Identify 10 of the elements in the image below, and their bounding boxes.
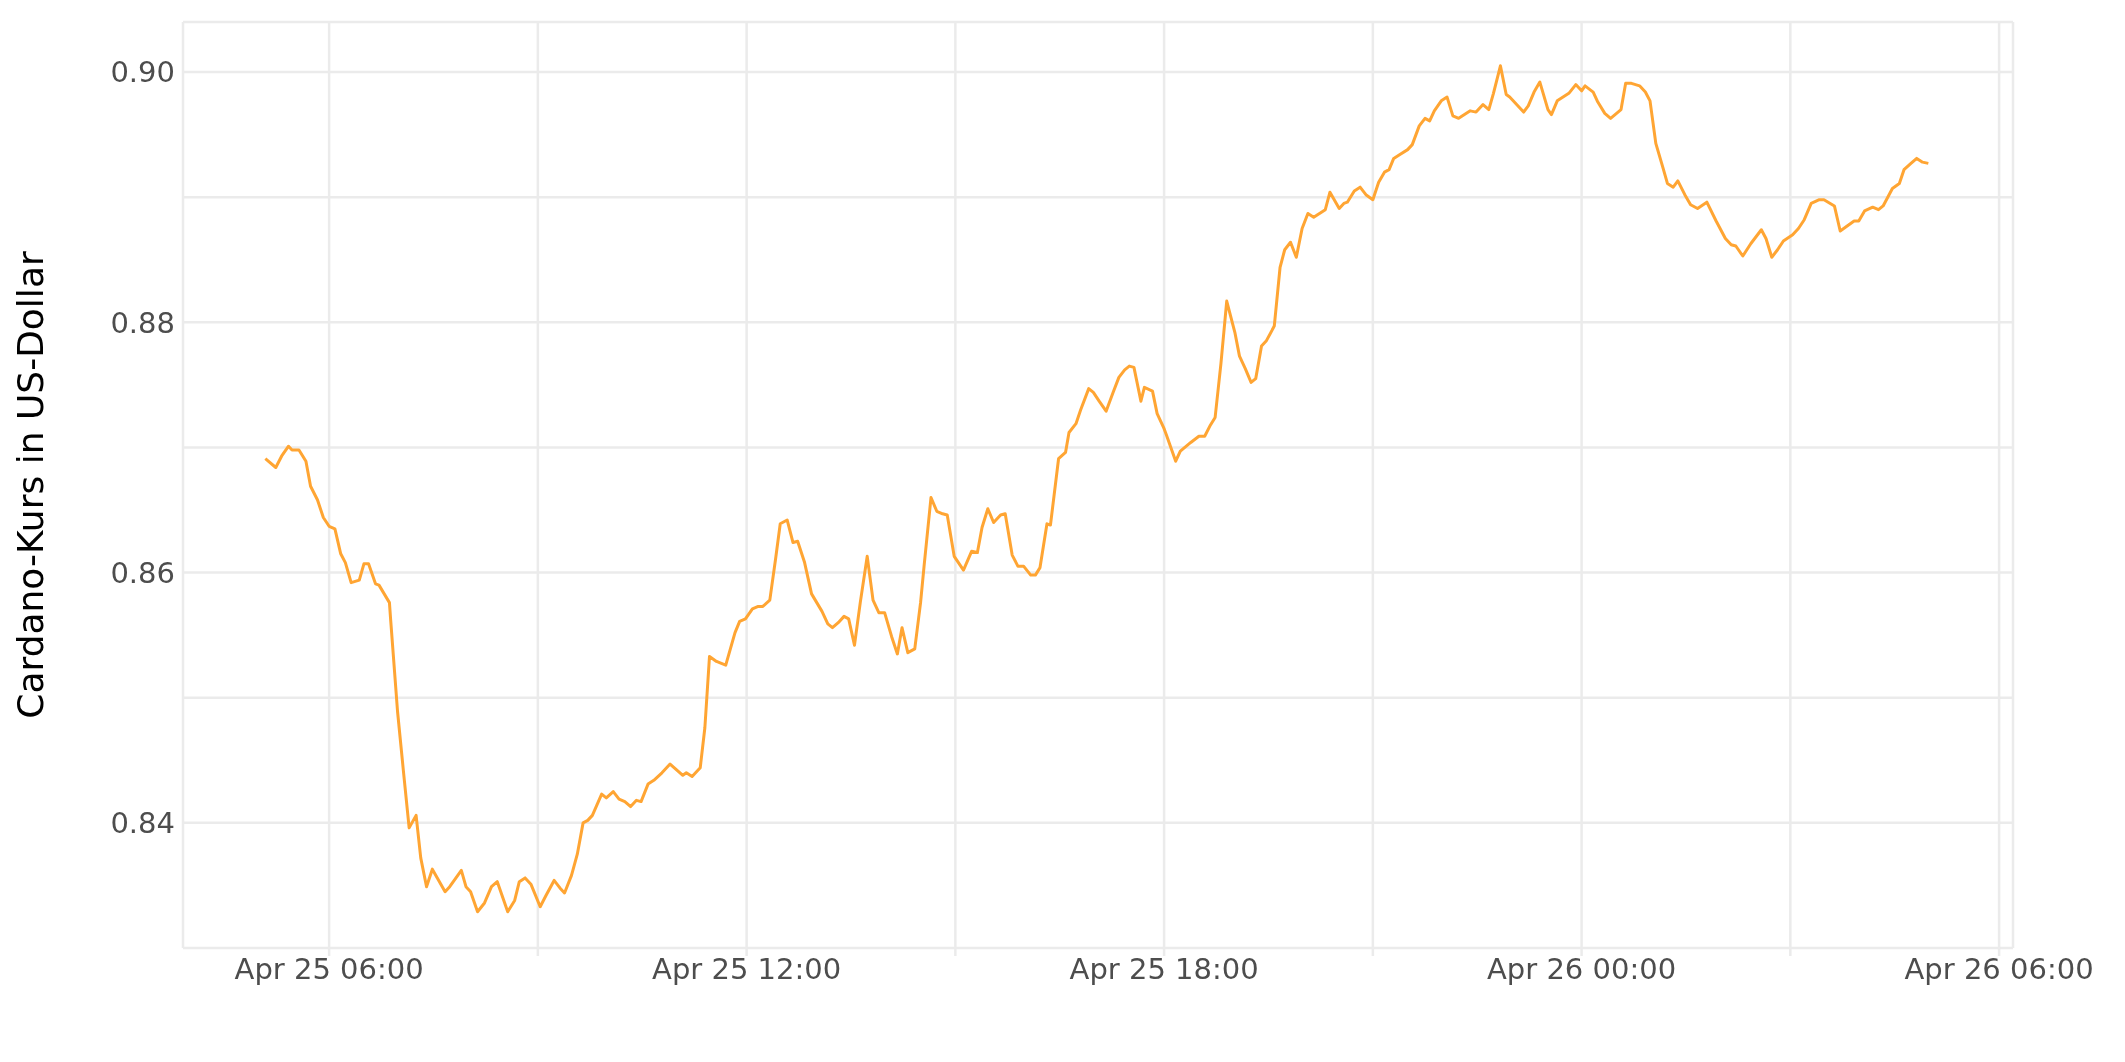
x-tick-label: Apr 26 00:00 bbox=[1487, 951, 1677, 986]
x-tick-label: Apr 25 06:00 bbox=[234, 951, 424, 986]
y-tick-label: 0.88 bbox=[110, 305, 175, 340]
x-tick-label: Apr 25 12:00 bbox=[652, 951, 842, 986]
y-tick-label: 0.86 bbox=[110, 555, 175, 590]
y-tick-label: 0.90 bbox=[110, 55, 175, 90]
x-tick-label: Apr 25 18:00 bbox=[1069, 951, 1259, 986]
y-axis-title: Cardano-Kurs in US-Dollar bbox=[9, 251, 51, 719]
x-tick-label: Apr 26 06:00 bbox=[1904, 951, 2094, 986]
y-tick-label: 0.84 bbox=[110, 806, 175, 841]
